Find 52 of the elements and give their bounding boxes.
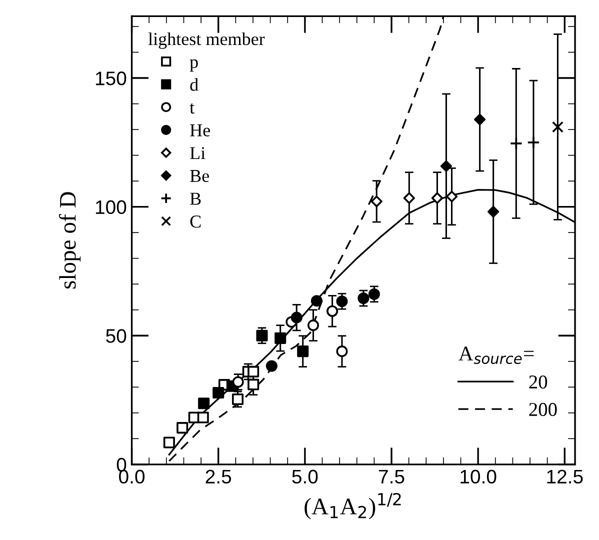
point: [336, 296, 348, 308]
point: [446, 190, 458, 202]
legend-label: d: [190, 78, 198, 91]
point: [198, 398, 210, 410]
x-tick-label: 0.0: [119, 470, 145, 484]
point: [310, 295, 322, 307]
point: [440, 160, 452, 172]
point: [307, 320, 320, 332]
legend-label: p: [190, 59, 198, 72]
legend-label: Be: [190, 170, 209, 182]
point: [488, 206, 500, 218]
point: [290, 312, 302, 324]
legend-label: 20: [529, 375, 548, 389]
point: [336, 346, 348, 358]
point: [248, 378, 260, 390]
point: [176, 422, 188, 434]
point: [527, 136, 540, 149]
point: [368, 288, 380, 300]
annotation: A$_{source}$=: [458, 346, 534, 364]
point: [552, 121, 564, 133]
point: [274, 332, 286, 344]
x-axis-title: (A$_{1}$A$_{2}$)$^{1/2}$: [304, 492, 401, 520]
legend-label: B: [190, 192, 201, 205]
x-tick-label: 7.5: [378, 470, 404, 484]
x-tick-label: 10.0: [460, 470, 496, 484]
legend-label: He: [190, 124, 210, 136]
point: [431, 192, 444, 204]
point: [358, 292, 370, 304]
x-tick-label: 12.5: [547, 470, 583, 484]
point: [326, 305, 338, 317]
point: [510, 136, 523, 150]
point: [403, 192, 415, 204]
legend-label: t: [190, 103, 194, 114]
point: [370, 196, 382, 208]
point: [212, 387, 224, 399]
legend-label: Li: [190, 147, 206, 160]
legend-title: lightest member: [148, 32, 265, 49]
point: [197, 412, 209, 424]
point: [163, 436, 175, 448]
legend-label: 200: [529, 402, 557, 416]
point: [248, 366, 260, 378]
x-tick-label: 2.5: [206, 470, 232, 484]
y-tick-label: 150: [96, 71, 126, 86]
point: [266, 360, 278, 372]
legend-label: C: [190, 216, 201, 228]
x-tick-label: 5.0: [292, 470, 318, 484]
y-tick-label: 50: [106, 329, 126, 343]
y-axis-title: slope of D: [58, 192, 81, 289]
y-tick-label: 100: [96, 200, 126, 214]
point: [297, 346, 309, 358]
point: [256, 330, 268, 342]
point: [474, 114, 486, 126]
